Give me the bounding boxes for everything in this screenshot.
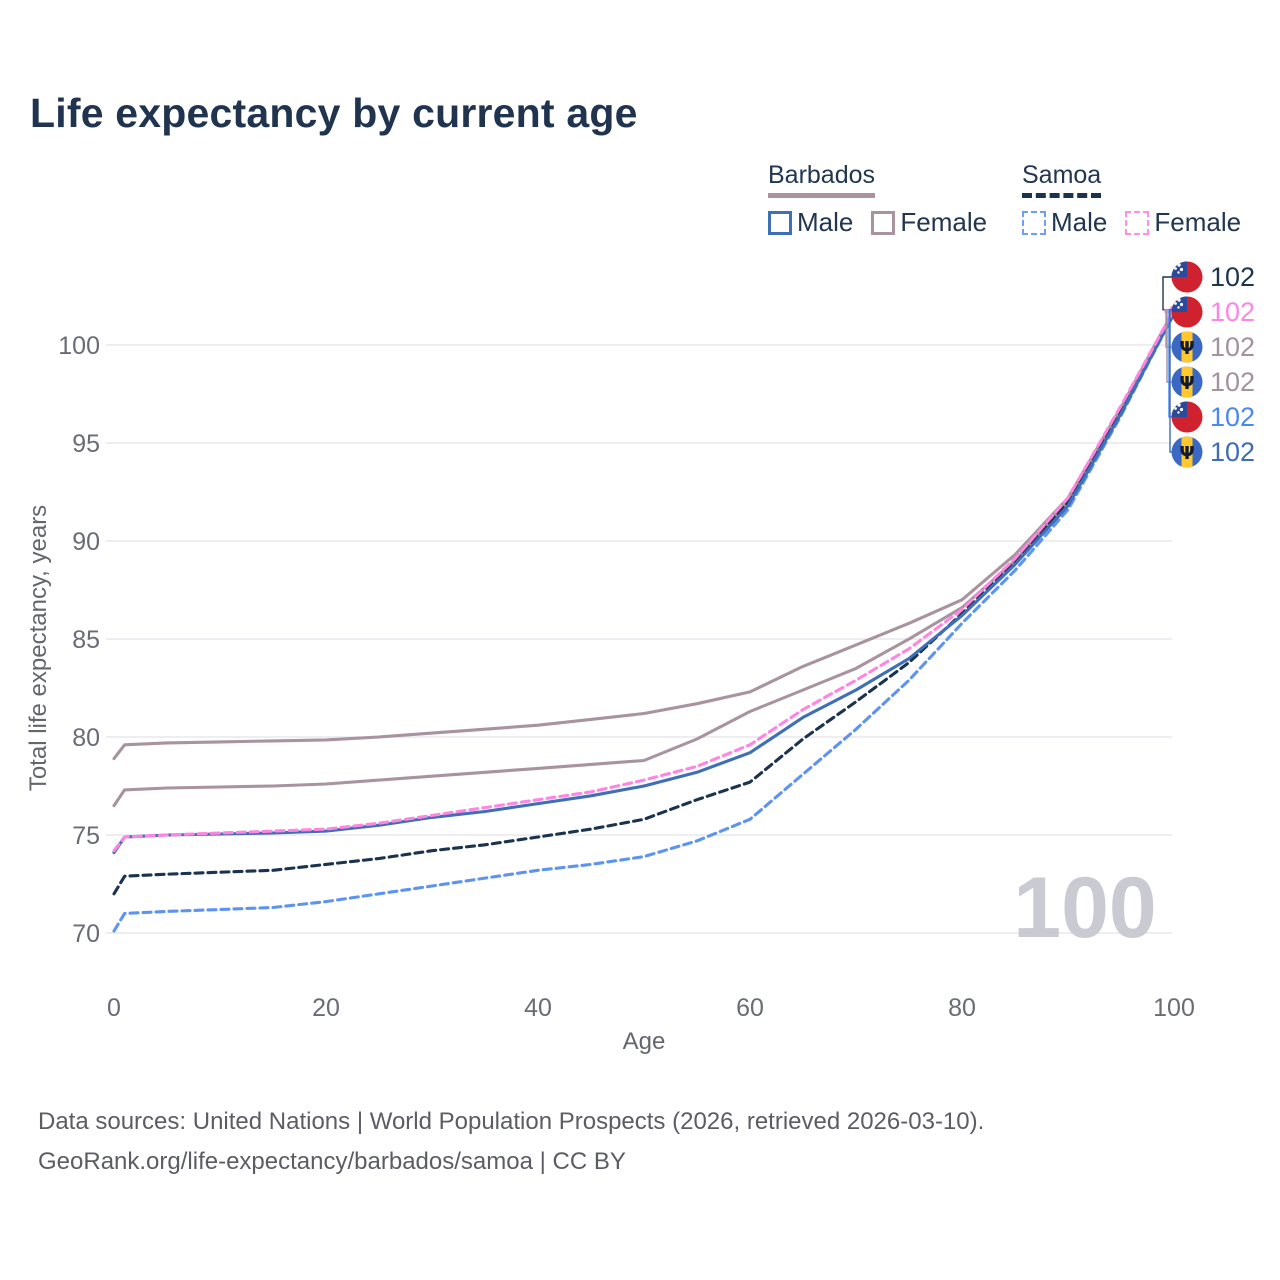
series-line-barbados-male[interactable] <box>112 312 1176 855</box>
end-label-barbados: 102 <box>1210 367 1255 397</box>
barbados-flag-icon: Ψ <box>1171 366 1203 398</box>
x-tick-20: 20 <box>312 994 340 1022</box>
y-tick-70: 70 <box>72 920 100 948</box>
x-tick-40: 40 <box>524 994 552 1022</box>
legend-label-samoa-male[interactable]: Male <box>1051 207 1108 237</box>
svg-text:Ψ: Ψ <box>1179 338 1194 359</box>
footer: Data sources: United Nations | World Pop… <box>38 1102 984 1182</box>
x-axis-title: Age <box>623 1028 666 1055</box>
y-tick-80: 80 <box>72 724 100 752</box>
samoa-flag-icon <box>1171 401 1203 433</box>
end-label-barbados-male: 102 <box>1210 437 1255 467</box>
legend-label-samoa-female[interactable]: Female <box>1154 207 1242 237</box>
series-line-samoa[interactable] <box>112 310 1176 896</box>
page-title: Life expectancy by current age <box>30 90 638 136</box>
y-tick-100: 100 <box>58 332 100 360</box>
legend-swatch-samoa-female[interactable] <box>1125 210 1150 235</box>
x-tick-60: 60 <box>736 994 764 1022</box>
y-axis-title: Total life expectancy, years <box>25 505 52 791</box>
chart-canvas[interactable]: 70 75 80 85 90 95 100 100 0 20 40 60 80 100 Age Total l… <box>0 240 1280 1080</box>
end-label-samoa: 102 <box>1210 262 1255 292</box>
end-label-barbados-female: 102 <box>1210 332 1255 362</box>
y-tick-90: 90 <box>72 528 100 556</box>
chart-area[interactable]: 70 75 80 85 90 95 100 100 0 20 40 60 80 100 Age Total l… <box>0 240 1280 1080</box>
legend-swatch-samoa-male[interactable] <box>1022 210 1046 235</box>
barbados-flag-icon: Ψ <box>1171 331 1203 363</box>
age-watermark: 100 <box>1013 860 1157 956</box>
series-line-barbados-female[interactable] <box>112 308 1176 761</box>
data-sources-text: Data sources: United Nations | World Pop… <box>38 1108 985 1135</box>
series-line-samoa-female[interactable] <box>112 308 1176 853</box>
legend-label-barbados-male[interactable]: Male <box>797 207 854 237</box>
x-tick-80: 80 <box>948 994 976 1022</box>
y-tick-85: 85 <box>72 626 100 654</box>
samoa-flag-icon <box>1171 261 1203 293</box>
y-tick-95: 95 <box>72 430 100 458</box>
samoa-flag-icon <box>1171 296 1203 328</box>
x-tick-0: 0 <box>107 994 121 1022</box>
end-label-samoa-female: 102 <box>1210 297 1255 327</box>
legend-swatch-barbados-male[interactable] <box>768 210 792 235</box>
legend-label-barbados-female[interactable]: Female <box>900 207 988 237</box>
barbados-flag-icon: Ψ <box>1171 436 1203 468</box>
y-tick-75: 75 <box>72 822 100 850</box>
svg-text:Ψ: Ψ <box>1179 373 1194 394</box>
legend-group-samoa: Samoa Male Female <box>1022 161 1259 238</box>
legend-header-barbados[interactable]: Barbados <box>768 161 876 198</box>
end-label-samoa-male: 102 <box>1210 402 1255 432</box>
legend-header-samoa[interactable]: Samoa <box>1022 161 1102 198</box>
attribution-text: GeoRank.org/life-expectancy/barbados/sam… <box>38 1148 626 1175</box>
series-line-samoa-male[interactable] <box>112 312 1176 933</box>
svg-text:Ψ: Ψ <box>1179 443 1194 464</box>
x-tick-100: 100 <box>1153 994 1195 1022</box>
legend-swatch-barbados-female[interactable] <box>871 210 896 235</box>
legend-group-barbados: Barbados Male Female <box>768 161 1005 238</box>
